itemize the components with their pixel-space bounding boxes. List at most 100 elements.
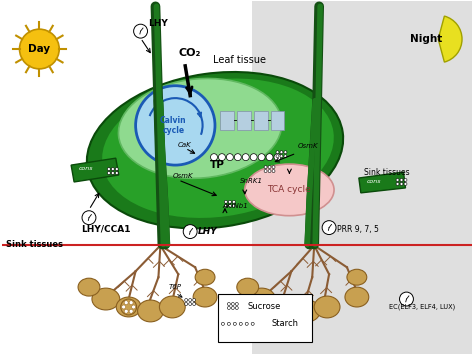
- Circle shape: [107, 168, 110, 170]
- Text: OsmK: OsmK: [297, 143, 318, 149]
- Circle shape: [115, 171, 118, 175]
- Text: EC(ELF3, ELF4, LUX): EC(ELF3, ELF4, LUX): [389, 304, 455, 311]
- Text: cons: cons: [79, 166, 93, 171]
- Circle shape: [122, 305, 126, 309]
- Circle shape: [136, 86, 215, 165]
- Circle shape: [322, 221, 336, 235]
- Ellipse shape: [137, 300, 164, 322]
- Polygon shape: [359, 172, 405, 193]
- Ellipse shape: [116, 297, 141, 317]
- Wedge shape: [438, 16, 462, 62]
- Circle shape: [129, 309, 133, 313]
- Bar: [220, 110, 234, 130]
- Ellipse shape: [314, 296, 340, 318]
- Text: TP: TP: [210, 160, 225, 170]
- Circle shape: [272, 165, 275, 169]
- Circle shape: [400, 179, 403, 181]
- Circle shape: [245, 322, 248, 326]
- Circle shape: [234, 154, 241, 160]
- Circle shape: [275, 299, 292, 315]
- Circle shape: [286, 305, 291, 309]
- Circle shape: [251, 322, 254, 326]
- Circle shape: [231, 302, 234, 306]
- Circle shape: [276, 155, 279, 158]
- Circle shape: [227, 154, 233, 160]
- Circle shape: [268, 170, 271, 173]
- Circle shape: [228, 306, 230, 310]
- Circle shape: [272, 170, 275, 173]
- Ellipse shape: [347, 269, 367, 285]
- Circle shape: [185, 299, 188, 301]
- Bar: [271, 110, 284, 130]
- Text: LHY/CCA1: LHY/CCA1: [81, 225, 130, 234]
- Text: T6P: T6P: [168, 284, 182, 290]
- Circle shape: [189, 299, 191, 301]
- Circle shape: [279, 309, 283, 313]
- Text: Sink tissues: Sink tissues: [6, 240, 63, 250]
- Circle shape: [250, 154, 257, 160]
- Circle shape: [276, 151, 279, 154]
- Polygon shape: [71, 158, 119, 182]
- Circle shape: [284, 309, 288, 313]
- Text: Sucrose: Sucrose: [248, 302, 281, 311]
- Circle shape: [233, 322, 237, 326]
- Text: OsmK: OsmK: [173, 173, 193, 179]
- Circle shape: [239, 322, 242, 326]
- Circle shape: [242, 154, 249, 160]
- Circle shape: [276, 305, 281, 309]
- Ellipse shape: [345, 287, 369, 307]
- Text: Calvin
cycle: Calvin cycle: [160, 116, 187, 135]
- Circle shape: [266, 154, 273, 160]
- Circle shape: [268, 165, 271, 169]
- Text: Sink tissues: Sink tissues: [364, 168, 410, 177]
- Text: Starch: Starch: [272, 320, 299, 328]
- Circle shape: [284, 155, 287, 158]
- Circle shape: [107, 171, 110, 175]
- Circle shape: [400, 182, 403, 185]
- Circle shape: [185, 302, 188, 306]
- Circle shape: [224, 200, 228, 203]
- Circle shape: [192, 299, 196, 301]
- Circle shape: [132, 305, 136, 309]
- Circle shape: [404, 182, 407, 185]
- Circle shape: [232, 204, 235, 207]
- Text: Day: Day: [28, 44, 50, 54]
- Circle shape: [228, 200, 231, 203]
- Ellipse shape: [271, 297, 296, 317]
- Ellipse shape: [248, 288, 275, 310]
- Circle shape: [284, 151, 287, 154]
- Circle shape: [82, 211, 96, 225]
- Text: PRR 9, 7, 5: PRR 9, 7, 5: [337, 225, 379, 234]
- Bar: [218, 294, 312, 342]
- Ellipse shape: [118, 78, 282, 178]
- Ellipse shape: [237, 278, 259, 296]
- Circle shape: [280, 155, 283, 158]
- Bar: [237, 110, 251, 130]
- Polygon shape: [252, 1, 472, 354]
- Ellipse shape: [294, 300, 320, 322]
- Circle shape: [111, 171, 114, 175]
- Circle shape: [264, 170, 267, 173]
- Circle shape: [221, 322, 225, 326]
- Circle shape: [232, 200, 235, 203]
- Circle shape: [400, 292, 413, 306]
- Circle shape: [228, 204, 231, 207]
- Ellipse shape: [195, 269, 215, 285]
- Text: LHY: LHY: [148, 19, 168, 28]
- Circle shape: [210, 154, 218, 160]
- Circle shape: [274, 154, 281, 160]
- Circle shape: [279, 301, 283, 305]
- Ellipse shape: [245, 164, 334, 216]
- Circle shape: [280, 151, 283, 154]
- Circle shape: [124, 301, 128, 305]
- Circle shape: [183, 225, 197, 239]
- Circle shape: [396, 179, 399, 181]
- Ellipse shape: [193, 287, 217, 307]
- Bar: [254, 110, 267, 130]
- Circle shape: [19, 29, 59, 69]
- Circle shape: [404, 179, 407, 181]
- Circle shape: [129, 301, 133, 305]
- Circle shape: [235, 306, 238, 310]
- Text: Night: Night: [410, 34, 442, 44]
- Ellipse shape: [92, 288, 120, 310]
